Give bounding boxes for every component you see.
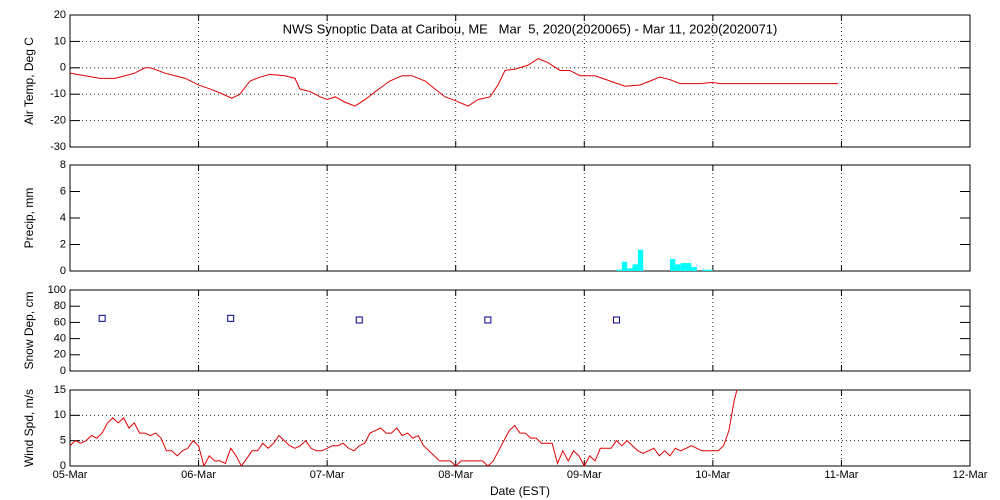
chart-title: NWS Synoptic Data at Caribou, ME Mar 5, … xyxy=(283,21,778,36)
x-axis-label: Date (EST) xyxy=(490,484,550,498)
point xyxy=(98,314,106,322)
plot-area xyxy=(70,57,839,107)
bar xyxy=(637,249,644,271)
point xyxy=(355,316,363,324)
x-tick-label: 05-Mar xyxy=(53,469,88,481)
bar xyxy=(680,263,687,271)
x-tick-label: 08-Mar xyxy=(438,469,473,481)
x-tick-label: 06-Mar xyxy=(181,469,216,481)
y-tick-label: 6 xyxy=(60,185,66,197)
bar xyxy=(632,264,638,271)
y-tick-label: 0 xyxy=(60,265,66,277)
plot-area xyxy=(98,314,620,324)
point xyxy=(227,314,235,322)
y-axis-label: Air Temp, Deg C xyxy=(22,37,36,125)
y-tick-label: -20 xyxy=(50,115,66,127)
y-tick-label: 40 xyxy=(54,333,66,345)
point xyxy=(612,316,620,324)
y-tick-label: 8 xyxy=(60,159,66,171)
y-tick-label: 0 xyxy=(60,460,66,472)
x-tick-label: 10-Mar xyxy=(695,469,730,481)
point xyxy=(484,316,492,324)
y-tick-label: 80 xyxy=(54,300,66,312)
x-tick-label: 11-Mar xyxy=(824,469,858,481)
x-tick-label: 09-Mar xyxy=(567,469,602,481)
y-tick-label: 10 xyxy=(54,35,66,47)
y-tick-label: 0 xyxy=(60,365,66,377)
bar xyxy=(621,261,628,271)
plot-frame xyxy=(69,289,971,372)
y-axis-label: Wind Spd, m/s xyxy=(22,389,36,467)
y-tick-label: 5 xyxy=(60,435,66,447)
bar xyxy=(616,269,622,271)
y-tick-label: 20 xyxy=(54,349,66,361)
plot-frame xyxy=(69,14,971,148)
bar xyxy=(707,269,713,271)
y-tick-label: 100 xyxy=(48,284,66,296)
y-tick-label: 4 xyxy=(60,212,66,224)
y-axis-label: Snow Dep, cm xyxy=(22,291,36,369)
bar xyxy=(702,269,708,271)
plot-area xyxy=(70,390,738,466)
x-tick-label: 12-Mar xyxy=(953,469,988,481)
plot-frame xyxy=(69,389,971,467)
y-tick-label: -10 xyxy=(50,88,66,100)
plot-area xyxy=(616,249,713,271)
y-tick-label: 60 xyxy=(54,316,66,328)
bar xyxy=(675,264,681,271)
y-tick-label: -30 xyxy=(50,141,66,153)
y-tick-label: 20 xyxy=(54,9,66,21)
y-tick-label: 0 xyxy=(60,62,66,74)
y-tick-label: 15 xyxy=(54,384,66,396)
bar xyxy=(691,267,697,271)
bar xyxy=(627,268,633,271)
bar xyxy=(686,263,692,271)
data-line xyxy=(70,57,839,107)
y-axis-label: Precip, mm xyxy=(22,188,36,249)
y-tick-label: 2 xyxy=(60,238,66,250)
data-line xyxy=(70,390,738,466)
plot-frame xyxy=(69,164,971,272)
x-tick-label: 07-Mar xyxy=(310,469,345,481)
y-tick-label: 10 xyxy=(54,409,66,421)
bar xyxy=(670,259,676,271)
